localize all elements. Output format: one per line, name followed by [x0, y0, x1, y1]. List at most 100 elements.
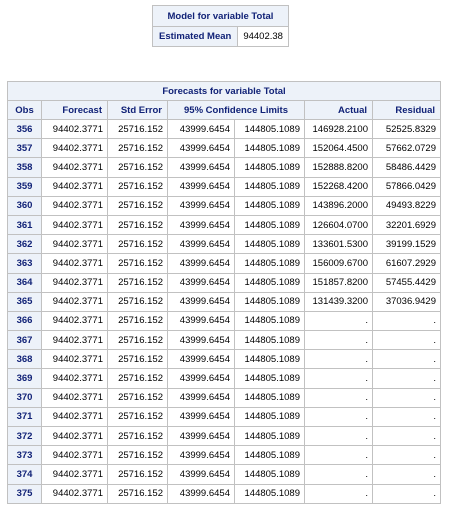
table-row: 373 94402.3771 25716.152 43999.6454 144805.1… [7, 445, 442, 466]
upper-limit-cell: 144805.1089 [234, 214, 305, 236]
table-row: 362 94402.3771 25716.152 43999.6454 144805.1… [7, 234, 442, 255]
std-error-cell: 25716.152 [107, 310, 168, 332]
forecast-cell: 94402.3771 [41, 118, 108, 140]
table-row: 367 94402.3771 25716.152 43999.6454 144805.1… [7, 330, 442, 351]
std-error-cell: 25716.152 [107, 445, 168, 466]
lower-limit-cell: 43999.6454 [167, 406, 235, 428]
obs-cell: 357 [7, 138, 42, 159]
forecast-cell: 94402.3771 [41, 291, 108, 312]
upper-limit-cell: 144805.1089 [234, 368, 305, 389]
forecast-cell: 94402.3771 [41, 445, 108, 466]
std-error-cell: 25716.152 [107, 483, 168, 504]
std-error-cell: 25716.152 [107, 214, 168, 236]
actual-cell: . [304, 310, 373, 332]
column-header-std-error: Std Error [107, 100, 168, 120]
residual-cell: . [371, 464, 442, 485]
residual-cell: 39199.1529 [371, 234, 442, 255]
lower-limit-cell: 43999.6454 [167, 272, 235, 293]
column-header-forecast: Forecast [41, 100, 108, 120]
residual-cell: . [371, 445, 442, 466]
table-row: 366 94402.3771 25716.152 43999.6454 144805.1… [7, 310, 442, 332]
obs-cell: 362 [7, 234, 42, 255]
forecast-cell: 94402.3771 [41, 138, 108, 159]
actual-cell: 152064.4500 [304, 138, 373, 159]
obs-cell: 363 [7, 253, 42, 274]
forecast-cell: 94402.3771 [41, 464, 108, 485]
table-row: 360 94402.3771 25716.152 43999.6454 144805.1… [7, 195, 442, 216]
actual-cell: . [304, 368, 373, 389]
forecast-cell: 94402.3771 [41, 272, 108, 293]
actual-cell: . [304, 330, 373, 351]
residual-cell: 58486.4429 [371, 157, 442, 178]
obs-cell: 371 [7, 406, 42, 428]
forecast-cell: 94402.3771 [41, 387, 108, 408]
lower-limit-cell: 43999.6454 [167, 157, 235, 178]
upper-limit-cell: 144805.1089 [234, 253, 305, 274]
upper-limit-cell: 144805.1089 [234, 445, 305, 466]
lower-limit-cell: 43999.6454 [167, 368, 235, 389]
actual-cell: . [304, 445, 373, 466]
estimated-mean-value: 94402.38 [237, 26, 289, 47]
residual-cell: 57662.0729 [371, 138, 442, 159]
std-error-cell: 25716.152 [107, 464, 168, 485]
residual-cell: 57455.4429 [371, 272, 442, 293]
upper-limit-cell: 144805.1089 [234, 310, 305, 332]
table-row: 358 94402.3771 25716.152 43999.6454 144805.1… [7, 157, 442, 178]
actual-cell: . [304, 425, 373, 447]
obs-cell: 366 [7, 310, 42, 332]
std-error-cell: 25716.152 [107, 176, 168, 197]
residual-cell: 49493.8229 [371, 195, 442, 216]
lower-limit-cell: 43999.6454 [167, 195, 235, 216]
obs-cell: 365 [7, 291, 42, 312]
std-error-cell: 25716.152 [107, 118, 168, 140]
residual-cell: 32201.6929 [371, 214, 442, 236]
lower-limit-cell: 43999.6454 [167, 387, 235, 408]
actual-cell: 143896.2000 [304, 195, 373, 216]
obs-cell: 358 [7, 157, 42, 178]
forecasts-table-body: 356 94402.3771 25716.152 43999.6454 144805.1… [7, 118, 442, 504]
table-row: 369 94402.3771 25716.152 43999.6454 144805.1… [7, 368, 442, 389]
column-header-obs: Obs [7, 100, 42, 120]
forecast-cell: 94402.3771 [41, 214, 108, 236]
table-row: 370 94402.3771 25716.152 43999.6454 144805.1… [7, 387, 442, 408]
lower-limit-cell: 43999.6454 [167, 310, 235, 332]
upper-limit-cell: 144805.1089 [234, 330, 305, 351]
std-error-cell: 25716.152 [107, 330, 168, 351]
table-row: 374 94402.3771 25716.152 43999.6454 144805.1… [7, 464, 442, 485]
table-row: 372 94402.3771 25716.152 43999.6454 144805.1… [7, 425, 442, 447]
obs-cell: 372 [7, 425, 42, 447]
obs-cell: 369 [7, 368, 42, 389]
upper-limit-cell: 144805.1089 [234, 272, 305, 293]
std-error-cell: 25716.152 [107, 291, 168, 312]
lower-limit-cell: 43999.6454 [167, 291, 235, 312]
forecast-cell: 94402.3771 [41, 425, 108, 447]
actual-cell: . [304, 387, 373, 408]
column-header-confidence-limits: 95% Confidence Limits [167, 100, 305, 120]
upper-limit-cell: 144805.1089 [234, 425, 305, 447]
table-row: 371 94402.3771 25716.152 43999.6454 144805.1… [7, 406, 442, 428]
obs-cell: 367 [7, 330, 42, 351]
forecast-cell: 94402.3771 [41, 483, 108, 504]
std-error-cell: 25716.152 [107, 272, 168, 293]
table-row: 365 94402.3771 25716.152 43999.6454 144805.1… [7, 291, 442, 312]
lower-limit-cell: 43999.6454 [167, 349, 235, 370]
model-table-caption: Model for variable Total [152, 5, 289, 27]
upper-limit-cell: 144805.1089 [234, 387, 305, 408]
upper-limit-cell: 144805.1089 [234, 464, 305, 485]
std-error-cell: 25716.152 [107, 157, 168, 178]
lower-limit-cell: 43999.6454 [167, 425, 235, 447]
std-error-cell: 25716.152 [107, 195, 168, 216]
forecast-cell: 94402.3771 [41, 310, 108, 332]
actual-cell: 131439.3200 [304, 291, 373, 312]
upper-limit-cell: 144805.1089 [234, 176, 305, 197]
table-row: 364 94402.3771 25716.152 43999.6454 144805.1… [7, 272, 442, 293]
obs-cell: 361 [7, 214, 42, 236]
table-row: 361 94402.3771 25716.152 43999.6454 144805.1… [7, 214, 442, 236]
column-header-actual: Actual [304, 100, 373, 120]
obs-cell: 360 [7, 195, 42, 216]
lower-limit-cell: 43999.6454 [167, 234, 235, 255]
obs-cell: 373 [7, 445, 42, 466]
residual-cell: . [371, 330, 442, 351]
obs-cell: 374 [7, 464, 42, 485]
lower-limit-cell: 43999.6454 [167, 214, 235, 236]
